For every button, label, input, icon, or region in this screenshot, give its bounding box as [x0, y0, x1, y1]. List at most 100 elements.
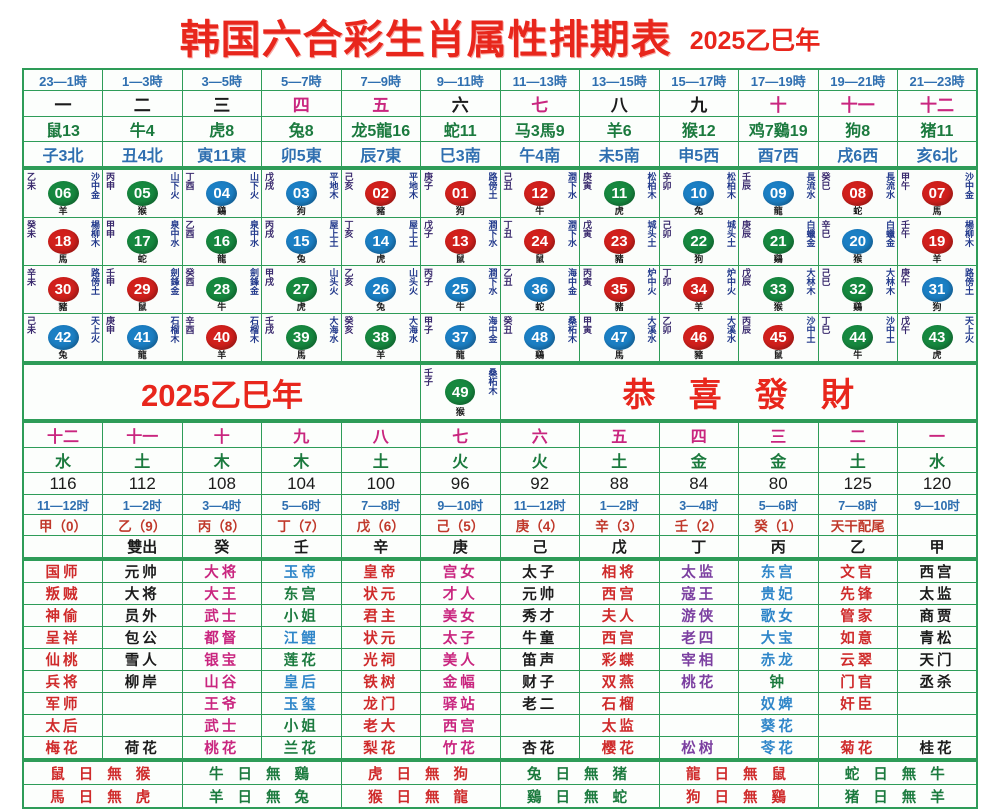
ball-cell-24[interactable]: 丁丑 24 澗下水鼠 [499, 217, 580, 266]
lower-stem-paren-6: 庚（4） [499, 514, 580, 536]
lower-stem-paren-9: 癸（1） [738, 514, 819, 536]
ball-cell-09[interactable]: 壬辰 09 長流水龍 [738, 168, 819, 218]
ball-cell-13[interactable]: 戊子 13 澗下水鼠 [420, 217, 501, 266]
ball-nayin: 山下火 [169, 172, 180, 199]
ball-cell-14[interactable]: 丁亥 14 屋上土虎 [340, 217, 421, 266]
ball-cell-20[interactable]: 辛巳 20 白蠟金猴 [817, 217, 898, 266]
role-cell [102, 692, 183, 715]
ball-cell-37[interactable]: 甲子 37 海中金龍 [420, 313, 501, 363]
lower-hour-10: 7—8时 [817, 494, 898, 515]
ball-cell-32[interactable]: 己巳 32 大林木鷄 [817, 265, 898, 314]
ball-stem-branch: 辛巳 [820, 220, 831, 238]
ball-cell-inner: 甲戌 27 山头火虎 [262, 266, 341, 313]
role-cell: 大宝 [738, 626, 819, 649]
ball-cell-30[interactable]: 辛未 30 路傍土豬 [22, 265, 103, 314]
ball-cell-47[interactable]: 甲寅 47 大溪水馬 [579, 313, 660, 363]
lower-value-8: 84 [658, 472, 739, 495]
ball-nayin: 澗下水 [567, 220, 577, 247]
ball-cell-39[interactable]: 壬戌 39 大海水馬 [261, 313, 342, 363]
ball-nayin: 大海水 [408, 316, 418, 343]
ball-nayin: 泉中水 [169, 220, 180, 247]
ball-cell-05[interactable]: 丙申 05 山下火猴 [102, 168, 183, 218]
ball-cell-33[interactable]: 戊辰 33 大林木猴 [738, 265, 819, 314]
ball-number: 36 [524, 277, 556, 302]
ball-49-cell[interactable]: 壬子 49 桑柘木 猴 [420, 363, 501, 421]
ball-cell-inner: 丁酉 04 山下火鷄 [183, 170, 262, 217]
ball-cell-04[interactable]: 丁酉 04 山下火鷄 [181, 168, 262, 218]
ball-number: 40 [206, 325, 238, 350]
ball-cell-35[interactable]: 丙寅 35 炉中火豬 [579, 265, 660, 314]
ball-cell-17[interactable]: 甲申 17 泉中水蛇 [102, 217, 183, 266]
ball-stem-branch: 庚寅 [582, 172, 592, 190]
ball-cell-08[interactable]: 癸巳 08 長流水蛇 [817, 168, 898, 218]
ball-cell-43[interactable]: 戊午 43 天上火虎 [897, 313, 978, 363]
ball-zodiac: 牛 [455, 302, 465, 312]
role-cell: 菊花 [817, 736, 898, 760]
role-cell [817, 714, 898, 737]
hour-cell-11: 21—23時 [897, 68, 978, 91]
ball-zodiac: 羊 [694, 302, 704, 312]
ball-cell-03[interactable]: 戊戌 03 平地木狗 [261, 168, 342, 218]
ball-cell-23[interactable]: 戊寅 23 城头土豬 [579, 217, 660, 266]
lower-hour-7: 1—2时 [579, 494, 660, 515]
lower-value-3: 104 [261, 472, 342, 495]
ball-cell-10[interactable]: 辛卯 10 松柏木兔 [658, 168, 739, 218]
lower-stem-second-8: 丁 [658, 535, 739, 559]
ball-cell-15[interactable]: 丙戌 15 屋上土兔 [261, 217, 342, 266]
ball-cell-12[interactable]: 己丑 12 澗下水牛 [499, 168, 580, 218]
ball-cell-18[interactable]: 癸未 18 楊柳木馬 [22, 217, 103, 266]
ball-cell-31[interactable]: 庚午 31 路傍土狗 [897, 265, 978, 314]
ball-cell-41[interactable]: 庚申 41 石榴木龍 [102, 313, 183, 363]
role-cell: 大将 [181, 559, 262, 583]
role-cell: 梅花 [22, 736, 103, 760]
ball-cell-16[interactable]: 乙酉 16 泉中水龍 [181, 217, 262, 266]
role-cell: 太监 [658, 559, 739, 583]
hour-cell-5: 9—11時 [420, 68, 501, 91]
ball-cell-25[interactable]: 丙子 25 澗下水牛 [420, 265, 501, 314]
ball-cell-42[interactable]: 己未 42 天上火兔 [22, 313, 103, 363]
role-cell: 国师 [22, 559, 103, 583]
roles-row: 呈祥 包公 都督 江鲤 状元 太子 牛童 西宫 老四 大宝 如意 青松 [22, 626, 978, 649]
ball-cell-36[interactable]: 乙丑 36 海中金蛇 [499, 265, 580, 314]
ball-cell-45[interactable]: 丙辰 45 沙中土鼠 [738, 313, 819, 363]
ball-cell-46[interactable]: 乙卯 46 大溪水豬 [658, 313, 739, 363]
ball-stem-branch: 甲子 [423, 316, 433, 334]
ball-zodiac: 虎 [296, 302, 306, 312]
daily-cell: 猪 日 無 羊 [817, 784, 978, 809]
ball-cell-21[interactable]: 庚辰 21 白蠟金鷄 [738, 217, 819, 266]
ball-cell-inner: 庚子 01 路傍土狗 [421, 170, 500, 217]
ball-cell-48[interactable]: 癸丑 48 桑柘木鷄 [499, 313, 580, 363]
ball-zodiac: 鷄 [217, 206, 227, 216]
hour-cell-4: 7—9時 [340, 68, 421, 91]
ball-cell-34[interactable]: 丁卯 34 炉中火羊 [658, 265, 739, 314]
ball-cell-22[interactable]: 己卯 22 城头土狗 [658, 217, 739, 266]
ball-cell-inner: 乙亥 26 山头火兔 [342, 266, 421, 313]
ball-cell-44[interactable]: 丁巳 44 沙中土牛 [817, 313, 898, 363]
ball-cell-38[interactable]: 癸亥 38 大海水羊 [340, 313, 421, 363]
role-cell: 西宫 [579, 626, 660, 649]
ball-cell-11[interactable]: 庚寅 11 松柏木虎 [579, 168, 660, 218]
ball-number: 29 [126, 277, 158, 302]
ball-cell-01[interactable]: 庚子 01 路傍土狗 [420, 168, 501, 218]
ball-cell-06[interactable]: 乙未 06 沙中金羊 [22, 168, 103, 218]
lower-element-2: 木 [181, 447, 262, 473]
ball-stem-branch: 丁卯 [661, 268, 672, 286]
ball-zodiac: 羊 [58, 206, 68, 216]
ball-cell-07[interactable]: 甲午 07 沙中金馬 [897, 168, 978, 218]
ball-stem-branch: 壬辰 [741, 172, 751, 190]
ball-cell-27[interactable]: 甲戌 27 山头火虎 [261, 265, 342, 314]
ball-cell-19[interactable]: 壬午 19 楊柳木羊 [897, 217, 978, 266]
zodiac-cell-7: 羊6 [579, 116, 660, 142]
ball-nayin: 石榴木 [169, 316, 180, 343]
role-cell: 玉帝 [261, 559, 342, 583]
ball-cell-inner: 乙酉 16 泉中水龍 [183, 218, 262, 265]
ball-cell-40[interactable]: 辛酉 40 石榴木羊 [181, 313, 262, 363]
ball-zodiac: 龍 [455, 350, 465, 360]
ball-cell-29[interactable]: 壬申 29 劍鋒金鼠 [102, 265, 183, 314]
lower-stem-second-10: 乙 [817, 535, 898, 559]
ball-cell-02[interactable]: 己亥 02 平地木豬 [340, 168, 421, 218]
ball-cell-26[interactable]: 乙亥 26 山头火兔 [340, 265, 421, 314]
role-cell: 双燕 [579, 670, 660, 693]
lower-hour-5: 9—10时 [420, 494, 501, 515]
ball-cell-28[interactable]: 癸酉 28 劍鋒金牛 [181, 265, 262, 314]
